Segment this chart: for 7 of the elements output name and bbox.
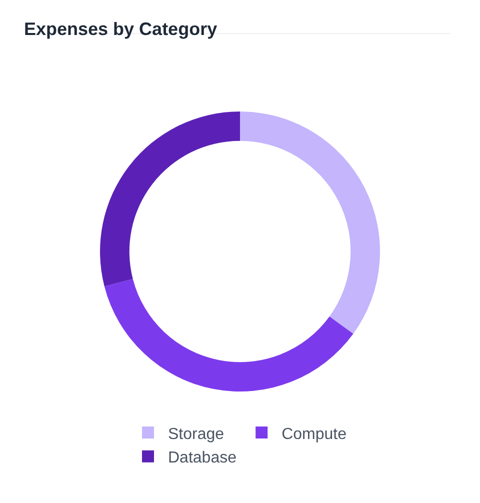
legend-label: Database: [168, 450, 237, 467]
legend-label: Compute: [282, 426, 347, 443]
chart-title: Expenses by Category: [24, 19, 218, 40]
legend-label: Storage: [168, 426, 224, 443]
donut-slice: [100, 112, 240, 286]
donut-slice: [240, 112, 380, 334]
donut-slice: [104, 279, 354, 392]
